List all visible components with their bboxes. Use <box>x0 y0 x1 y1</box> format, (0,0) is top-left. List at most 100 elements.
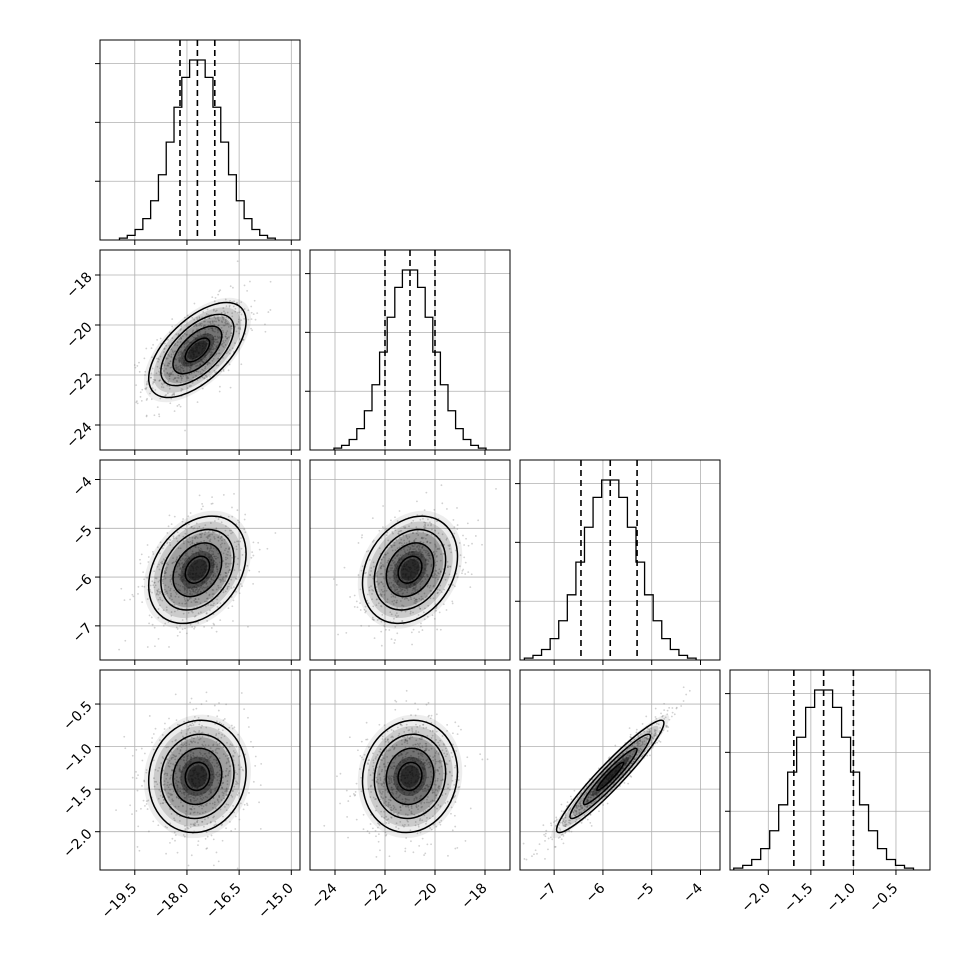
sample-point <box>463 556 466 559</box>
sample-point <box>195 374 197 377</box>
sample-point <box>239 327 241 329</box>
sample-point <box>412 583 415 586</box>
sample-point <box>227 759 230 762</box>
sample-point <box>194 597 197 600</box>
sample-point <box>427 584 429 587</box>
sample-point <box>211 329 214 332</box>
sample-point <box>208 593 211 596</box>
sample-point <box>383 593 386 596</box>
sample-point <box>555 818 558 821</box>
sample-point <box>192 823 195 826</box>
sample-point <box>192 552 195 555</box>
sample-point <box>413 582 416 585</box>
sample-point <box>185 744 188 747</box>
sample-point <box>403 565 406 568</box>
sample-point <box>395 826 397 828</box>
sample-point <box>193 354 195 357</box>
sample-point <box>188 536 191 539</box>
sample-point <box>181 570 184 573</box>
sample-point <box>408 585 411 588</box>
sample-point <box>225 794 228 797</box>
sample-point <box>479 753 482 756</box>
sample-point <box>400 753 403 755</box>
sample-point <box>594 784 597 787</box>
sample-point <box>425 491 428 494</box>
sample-point <box>391 559 394 562</box>
sample-point <box>187 864 190 867</box>
sample-point <box>203 746 206 749</box>
panel-frame-3-1 <box>309 669 511 871</box>
sample-point <box>392 788 395 791</box>
sample-point <box>189 512 192 514</box>
sample-point <box>400 529 403 532</box>
sample-point <box>227 351 229 353</box>
sample-point <box>167 792 170 795</box>
sample-point <box>417 755 420 758</box>
sample-point <box>211 564 214 567</box>
sample-point <box>387 818 390 821</box>
sample-point <box>203 769 206 772</box>
sample-point <box>171 394 174 397</box>
sample-point <box>427 551 430 554</box>
sample-point <box>181 357 184 360</box>
sample-point <box>179 566 182 569</box>
sample-point <box>204 553 207 556</box>
sample-point <box>181 580 184 583</box>
sample-point <box>224 790 227 793</box>
sample-point <box>158 358 160 361</box>
sample-point <box>203 756 206 759</box>
sample-point <box>181 377 184 380</box>
sample-point <box>386 739 389 742</box>
sample-point <box>186 587 189 590</box>
sample-point <box>221 787 224 790</box>
sample-point <box>225 566 227 569</box>
sample-point <box>203 346 206 349</box>
sample-point <box>192 752 195 755</box>
sample-point <box>406 740 408 742</box>
sample-point <box>189 769 192 772</box>
sample-point <box>184 828 187 830</box>
sample-point <box>179 341 182 343</box>
sample-point <box>357 749 359 752</box>
sample-point <box>611 773 614 776</box>
sample-point <box>413 583 416 586</box>
sample-point <box>400 549 402 551</box>
sample-point <box>399 805 402 808</box>
sample-point <box>233 811 236 814</box>
sample-point <box>396 788 399 791</box>
sample-point <box>218 561 221 564</box>
sample-point <box>169 783 172 786</box>
sample-point <box>391 735 394 738</box>
sample-point <box>419 549 422 551</box>
sample-point <box>392 783 395 785</box>
sample-point <box>386 791 389 794</box>
sample-point <box>392 569 395 572</box>
sample-point <box>412 532 414 535</box>
sample-point <box>411 730 414 733</box>
sample-point <box>170 614 173 617</box>
sample-point <box>424 809 427 812</box>
sample-point <box>237 318 240 321</box>
sample-point <box>164 722 166 725</box>
contour-1 <box>172 747 223 806</box>
sample-point <box>172 763 175 765</box>
sample-point <box>187 540 189 543</box>
sample-point <box>368 625 370 627</box>
sample-point <box>210 627 213 629</box>
sample-point <box>238 754 241 757</box>
sample-point <box>165 562 168 565</box>
sample-point <box>227 585 230 588</box>
sample-point <box>185 764 188 766</box>
sample-point <box>199 333 202 336</box>
sample-point <box>413 587 416 590</box>
sample-point <box>393 778 395 781</box>
sample-point <box>203 320 205 323</box>
sample-point <box>179 375 182 378</box>
sample-point <box>156 338 159 341</box>
sample-point <box>196 348 198 351</box>
sample-point <box>149 590 152 593</box>
sample-point <box>243 308 246 310</box>
sample-point <box>224 562 227 565</box>
sample-point <box>435 546 437 548</box>
sample-point <box>222 494 225 496</box>
